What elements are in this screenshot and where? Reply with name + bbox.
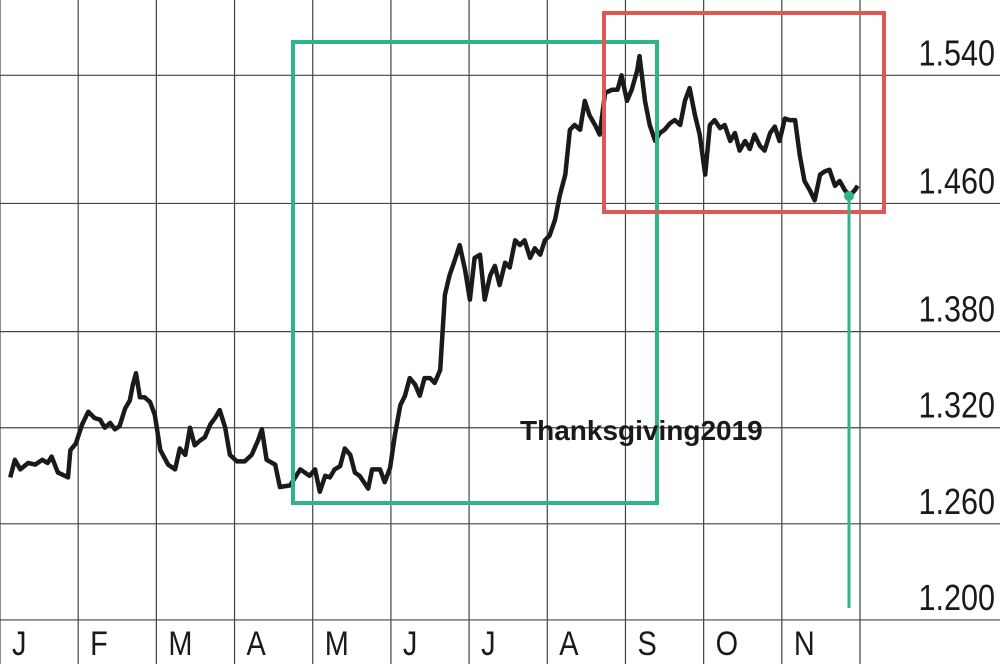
x-tick-label: J	[481, 624, 495, 663]
annotation: Thanksgiving2019	[520, 415, 763, 446]
price-line	[8, 53, 860, 495]
highlight-box	[602, 11, 886, 214]
y-tick-label: 1.320	[918, 386, 995, 426]
x-tick-label: M	[325, 624, 349, 663]
x-tick-label: S	[637, 624, 656, 663]
y-tick-label: 1.460	[918, 162, 995, 202]
x-tick-label: J	[403, 624, 417, 663]
y-tick-label: 1.200	[918, 579, 995, 619]
x-tick-label: J	[12, 624, 26, 663]
x-tick-label: M	[168, 624, 192, 663]
y-tick-label: 1.540	[918, 34, 995, 74]
y-tick-label: 1.260	[918, 483, 995, 523]
pointer-dot	[844, 191, 854, 201]
highlight-box	[291, 40, 659, 505]
x-tick-label: F	[90, 624, 108, 663]
x-tick-label: O	[716, 624, 738, 663]
x-tick-label: A	[559, 624, 578, 663]
y-tick-label: 1.380	[918, 290, 995, 330]
x-tick-label: N	[794, 624, 815, 663]
x-tick-label: A	[247, 624, 266, 663]
